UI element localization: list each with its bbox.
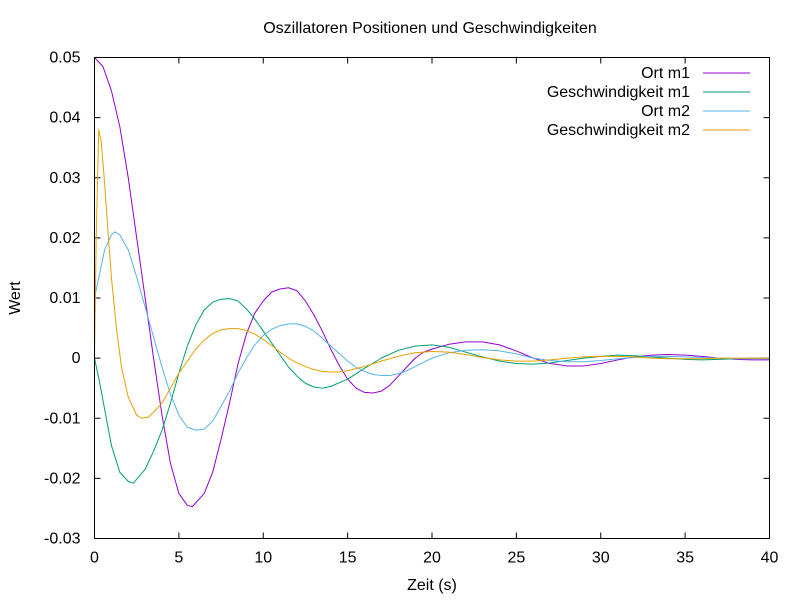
series-layer [94,57,770,508]
legend-label-1: Ort m1 [641,65,690,82]
x-tick-label: 30 [592,550,610,567]
y-axis-title: Wert [7,281,24,315]
axis-ticks: 0 5 10 15 20 25 30 35 40 -0.03 -0.02 -0.01 0 0.01 0.02… [44,50,778,567]
x-tick-label: 35 [676,550,694,567]
legend: Ort m1 Geschwindigkeit m1 Ort m2 Geschwindi… [547,65,750,139]
y-tick-label: 0.01 [49,290,80,307]
chart-title: Oszillatoren Positionen und Geschwindigk… [263,20,597,37]
y-tick-label: -0.02 [44,470,81,487]
x-tick-label: 25 [507,550,525,567]
y-tick-label: 0.04 [49,110,80,127]
y-tick-label: 0 [72,350,81,367]
y-tick-label: 0.02 [49,230,80,247]
x-tick-label: 20 [423,550,441,567]
x-tick-label: 15 [339,550,357,567]
y-tick-label: -0.03 [44,531,81,548]
y-tick-label: 0.05 [49,50,80,67]
x-tick-label: 10 [254,550,272,567]
legend-label-2: Geschwindigkeit m1 [547,84,690,101]
x-tick-label: 5 [174,550,183,567]
legend-label-3: Ort m2 [641,103,690,120]
series-line-4 [94,129,770,419]
series-line-2 [94,298,770,484]
series-line-3 [94,231,770,431]
y-tick-label: 0.03 [49,170,80,187]
x-tick-label: 40 [761,550,779,567]
x-axis-title: Zeit (s) [407,577,457,594]
legend-label-4: Geschwindigkeit m2 [547,122,690,139]
y-tick-label: -0.01 [44,410,81,427]
x-tick-label: 0 [90,550,99,567]
plot-frame [94,57,770,539]
